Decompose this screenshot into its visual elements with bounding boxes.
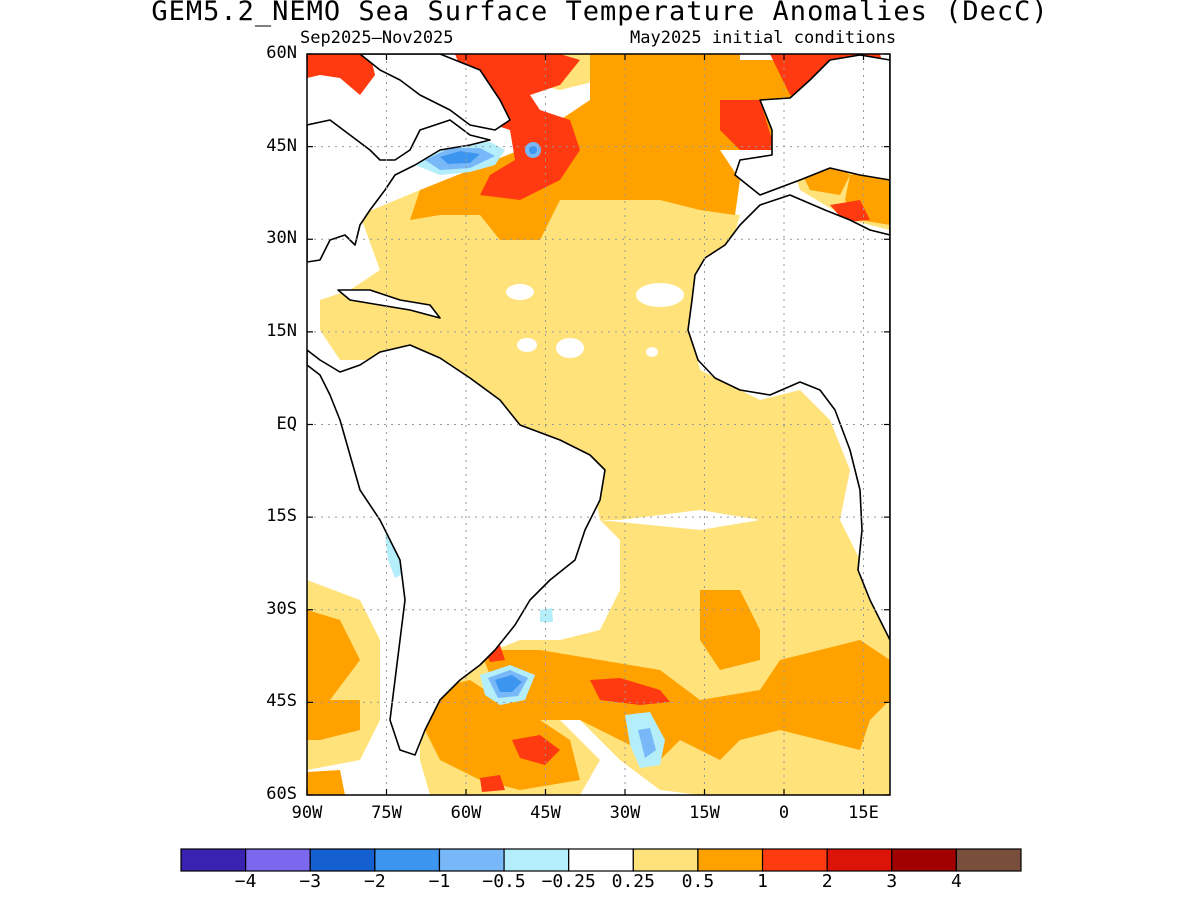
colorbar-swatch <box>374 848 441 872</box>
colorbar-swatch <box>761 848 828 872</box>
chart-title: GEM5.2_NEMO Sea Surface Temperature Anom… <box>151 0 1049 27</box>
colorbar-swatch <box>503 848 570 872</box>
lat-label: 60N <box>266 43 297 63</box>
lat-label: 30N <box>266 228 297 249</box>
lon-label: 15E <box>848 803 879 823</box>
lon-label: 75W <box>371 803 402 823</box>
colorbar-label: 3 <box>886 871 898 892</box>
colorbar-label: 0.5 <box>681 871 715 892</box>
colorbar-swatch <box>245 848 311 872</box>
colorbar-swatch <box>632 848 699 872</box>
colorbar-label: 1 <box>757 871 768 892</box>
lat-label: EQ <box>276 413 297 434</box>
colorbar-label: −4 <box>234 871 257 892</box>
colorbar-label: 2 <box>821 871 833 892</box>
land-mask <box>307 54 890 756</box>
colorbar-swatch <box>438 848 505 872</box>
lon-label: 15W <box>689 803 720 823</box>
lon-label: 30W <box>609 803 641 823</box>
lon-label: 60W <box>450 803 482 823</box>
lat-label: 60S <box>266 784 297 804</box>
lat-label: 45N <box>266 135 297 156</box>
colorbar-label: −1 <box>428 871 451 892</box>
lat-label: 15N <box>266 320 297 341</box>
colorbar-swatch <box>955 848 1022 872</box>
lat-label: 15S <box>266 506 297 527</box>
lon-label: 0 <box>778 803 790 823</box>
colorbar-label: −3 <box>299 871 322 892</box>
colorbar-swatch <box>568 848 634 872</box>
colorbar-label: −2 <box>364 871 386 892</box>
colorbar-label: −0.5 <box>482 871 526 892</box>
colorbar-swatch <box>891 848 957 872</box>
graticule <box>307 54 890 795</box>
colorbar-label: 0.25 <box>611 871 655 892</box>
colorbar-swatch <box>309 848 376 872</box>
colorbar-label: −0.25 <box>541 871 596 892</box>
lon-label: 90W <box>291 803 323 823</box>
lat-label: 45S <box>266 691 297 712</box>
lon-label: 45W <box>530 803 561 823</box>
colorbar-swatch <box>180 848 247 872</box>
initial-conditions: May2025 initial conditions <box>630 28 897 48</box>
colorbar <box>180 848 1022 872</box>
colorbar-swatch <box>826 848 893 872</box>
forecast-period: Sep2025–Nov2025 <box>300 28 454 48</box>
lat-label: 30S <box>266 598 297 619</box>
colorbar-label: 4 <box>950 871 962 892</box>
colorbar-swatch <box>697 848 764 872</box>
